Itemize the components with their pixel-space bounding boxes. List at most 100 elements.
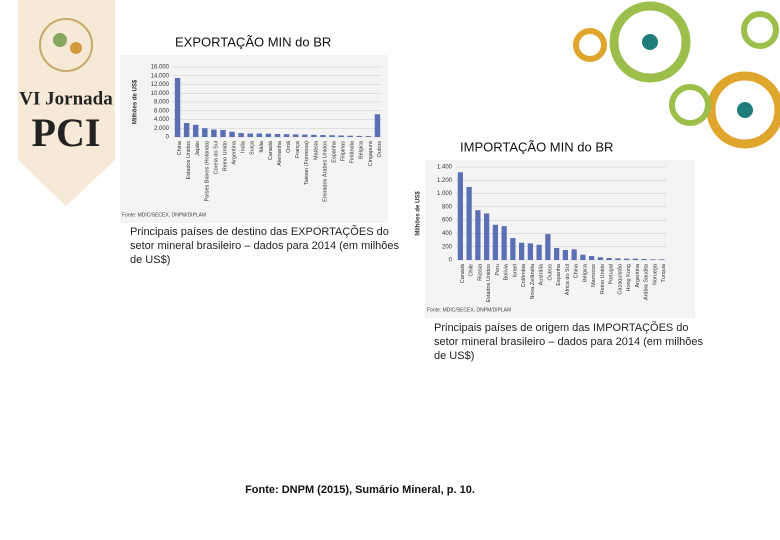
bar bbox=[338, 135, 344, 137]
x-tick-label: Outros bbox=[547, 264, 553, 281]
bar bbox=[202, 128, 208, 137]
x-tick-label: Finlândia bbox=[350, 140, 356, 163]
bar bbox=[527, 243, 533, 260]
bar bbox=[545, 234, 551, 260]
bar bbox=[192, 124, 199, 137]
y-tick-label: 12.000 bbox=[151, 82, 170, 88]
chart-panel bbox=[425, 160, 695, 318]
bar bbox=[466, 186, 472, 260]
x-tick-label: Austrália bbox=[539, 263, 545, 285]
y-tick-label: 0 bbox=[166, 135, 170, 141]
x-tick-label: Nova Zelândia bbox=[530, 263, 536, 299]
x-tick-label: Marrocos bbox=[591, 264, 597, 287]
x-tick-label: Argentina bbox=[635, 263, 641, 287]
gear bbox=[669, 84, 711, 126]
x-tick-label: Estados Unidos bbox=[186, 141, 192, 180]
y-tick-label: 4.000 bbox=[154, 117, 170, 123]
x-tick-label: Cingapura bbox=[368, 140, 374, 166]
x-tick-label: Canadá bbox=[268, 140, 274, 160]
bar bbox=[510, 238, 516, 260]
bar bbox=[501, 226, 507, 260]
bar bbox=[457, 172, 463, 260]
x-tick-label: Hong Kong bbox=[626, 264, 632, 292]
x-tick-label: Rússia bbox=[477, 263, 483, 281]
bar bbox=[311, 134, 317, 137]
bar bbox=[536, 244, 542, 260]
bar bbox=[220, 130, 226, 137]
x-tick-label: Japão bbox=[195, 141, 201, 156]
chart-title: IMPORTAÇÃO MIN do BR bbox=[460, 139, 613, 154]
source: Fonte: MDIC/SECEX, DNPM/DIPLAM bbox=[427, 307, 511, 313]
bar bbox=[320, 135, 326, 137]
gear bbox=[741, 11, 779, 49]
x-tick-label: Reino Unido bbox=[600, 264, 606, 294]
bar bbox=[519, 242, 525, 260]
x-tick-label: Bélgica bbox=[582, 263, 588, 282]
x-tick-label: Estados Unidos bbox=[486, 264, 492, 303]
y-tick-label: 2.000 bbox=[154, 126, 170, 132]
y-tick-label: 10.000 bbox=[151, 91, 170, 97]
gear bbox=[737, 102, 753, 118]
bar bbox=[247, 133, 253, 137]
logo-gear bbox=[70, 42, 82, 54]
x-tick-label: Omã bbox=[286, 140, 292, 153]
bar bbox=[492, 224, 498, 260]
logo-line1: VI Jornada bbox=[19, 88, 113, 109]
x-tick-label: Turquia bbox=[661, 263, 667, 282]
bar bbox=[265, 133, 272, 137]
gear bbox=[573, 28, 607, 62]
bar bbox=[554, 248, 560, 260]
caption: Principais países de origem das IMPORTAÇ… bbox=[434, 322, 704, 362]
gear bbox=[642, 34, 658, 50]
y-tick-label: 1.400 bbox=[437, 165, 453, 171]
x-tick-label: África do Sul bbox=[564, 264, 571, 295]
x-tick-label: Alemanha bbox=[277, 140, 283, 166]
gear bbox=[609, 1, 691, 83]
logo-line2: PCI bbox=[32, 110, 101, 155]
x-tick-label: Colômbia bbox=[521, 263, 527, 287]
bar bbox=[597, 257, 603, 260]
y-tick-label: 16.000 bbox=[151, 65, 170, 71]
x-tick-label: Arábia Saudita bbox=[644, 263, 650, 300]
x-tick-label: Taiwan (Formosa) bbox=[304, 141, 310, 185]
gear bbox=[706, 71, 780, 149]
x-tick-label: Cazaquistão bbox=[617, 264, 623, 295]
source: Fonte: MDIC/SECEX, DNPM/DIPLAM bbox=[122, 212, 206, 218]
x-tick-label: Espanha bbox=[331, 140, 337, 163]
bar bbox=[374, 114, 381, 137]
y-axis-label: Milhões de US$ bbox=[133, 79, 139, 124]
bar bbox=[632, 258, 638, 260]
y-axis-label: Milhões de US$ bbox=[416, 191, 422, 236]
y-tick-label: 8.000 bbox=[154, 100, 170, 106]
x-tick-label: França bbox=[295, 140, 301, 158]
bar bbox=[292, 134, 299, 137]
bar bbox=[347, 135, 353, 137]
x-tick-label: Bolívia bbox=[504, 263, 510, 280]
x-tick-label: Países Baixos (Holanda) bbox=[204, 141, 210, 202]
x-tick-label: Suíça bbox=[250, 140, 256, 155]
x-tick-label: Argentina bbox=[232, 140, 238, 164]
y-tick-label: 400 bbox=[442, 231, 453, 237]
bar bbox=[365, 136, 372, 137]
y-tick-label: 1.200 bbox=[437, 178, 453, 184]
y-tick-label: 14.000 bbox=[151, 73, 170, 79]
bar bbox=[659, 259, 665, 260]
x-tick-label: Espanha bbox=[556, 263, 562, 286]
x-tick-label: Portugal bbox=[609, 264, 615, 285]
bar bbox=[211, 129, 217, 137]
gears bbox=[573, 1, 780, 149]
bar bbox=[238, 133, 244, 137]
bar bbox=[274, 133, 281, 137]
x-tick-label: Peru bbox=[495, 264, 501, 276]
caption: Principais países de destino das EXPORTA… bbox=[130, 226, 400, 266]
x-tick-label: Israel bbox=[512, 264, 518, 277]
bar bbox=[302, 134, 308, 137]
x-tick-label: Noruega bbox=[652, 263, 658, 285]
x-tick-label: Canadá bbox=[460, 263, 466, 283]
x-tick-label: Itália bbox=[259, 140, 265, 153]
bar bbox=[183, 123, 190, 137]
bar bbox=[624, 258, 630, 260]
bar bbox=[606, 258, 612, 260]
y-tick-label: 200 bbox=[442, 244, 453, 250]
bar bbox=[641, 259, 647, 260]
